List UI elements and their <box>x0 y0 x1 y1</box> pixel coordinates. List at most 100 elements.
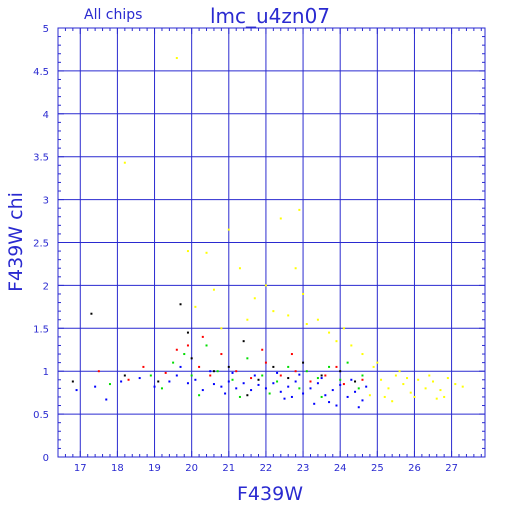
data-point <box>105 398 108 401</box>
data-point <box>354 380 357 383</box>
data-point <box>435 397 438 400</box>
data-point <box>309 380 312 383</box>
data-points <box>71 57 464 409</box>
data-point <box>272 310 275 313</box>
data-point <box>175 374 178 377</box>
data-point <box>283 397 286 400</box>
data-point <box>413 395 416 398</box>
data-point <box>302 361 305 364</box>
data-point <box>290 353 293 356</box>
x-tick-label: 25 <box>371 463 384 474</box>
data-point <box>376 361 379 364</box>
data-point <box>157 380 160 383</box>
data-point <box>209 370 212 373</box>
data-point <box>309 387 312 390</box>
data-point <box>186 250 189 253</box>
data-point <box>250 389 253 392</box>
data-point <box>350 378 353 381</box>
data-point <box>216 370 219 373</box>
data-point <box>361 374 364 377</box>
data-point <box>305 323 308 326</box>
data-point <box>328 365 331 368</box>
y-tick-label: 1 <box>43 367 49 378</box>
data-point <box>380 378 383 381</box>
data-point <box>253 297 256 300</box>
data-point <box>320 374 323 377</box>
data-point <box>138 377 141 380</box>
data-point <box>361 353 364 356</box>
data-point <box>290 395 293 398</box>
y-tick-label: 3 <box>43 196 49 207</box>
data-point <box>394 374 397 377</box>
y-tick-label: 0 <box>43 453 49 464</box>
x-tick-label: 22 <box>260 463 273 474</box>
y-tick-label: 4 <box>43 110 49 121</box>
data-point <box>316 382 319 385</box>
data-point <box>194 378 197 381</box>
data-point <box>372 365 375 368</box>
data-point <box>264 387 267 390</box>
y-tick-label: 4.5 <box>33 67 49 78</box>
data-point <box>324 394 327 397</box>
data-point <box>294 267 297 270</box>
data-point <box>149 374 152 377</box>
data-point <box>328 401 331 404</box>
data-point <box>231 378 234 381</box>
data-point <box>320 395 323 398</box>
data-point <box>432 380 435 383</box>
data-point <box>287 377 290 380</box>
data-point <box>261 348 264 351</box>
data-point <box>287 365 290 368</box>
data-point <box>253 374 256 377</box>
data-point <box>316 377 319 380</box>
data-point <box>227 380 230 383</box>
y-tick-label: 3.5 <box>33 153 49 164</box>
x-tick-label: 23 <box>297 463 310 474</box>
data-point <box>212 288 215 291</box>
data-point <box>298 387 301 390</box>
x-tick-label: 20 <box>185 463 198 474</box>
data-point <box>313 402 316 405</box>
data-point <box>246 318 249 321</box>
data-point <box>250 377 253 380</box>
data-point <box>123 161 126 164</box>
data-point <box>264 284 267 287</box>
data-point <box>227 228 230 231</box>
data-point <box>94 385 97 388</box>
data-point <box>298 208 301 211</box>
data-point <box>175 348 178 351</box>
data-point <box>183 353 186 356</box>
data-point <box>212 383 215 386</box>
data-point <box>172 361 175 364</box>
data-point <box>220 327 223 330</box>
data-point <box>276 371 279 374</box>
x-tick-label: 27 <box>445 463 458 474</box>
data-point <box>316 318 319 321</box>
x-tick-label: 21 <box>222 463 235 474</box>
data-point <box>227 365 230 368</box>
data-point <box>186 344 189 347</box>
data-point <box>443 395 446 398</box>
data-point <box>335 365 338 368</box>
y-tick-label: 0.5 <box>33 410 49 421</box>
y-axis-ticks: 0 0.5 1 1.5 2 2.5 3 3.5 4 4.5 5 <box>33 24 485 464</box>
x-tick-label: 26 <box>408 463 421 474</box>
data-point <box>342 383 345 386</box>
chart-title: lmc_u4zn07 <box>210 4 330 28</box>
data-point <box>242 340 245 343</box>
data-point <box>235 370 238 373</box>
data-point <box>461 385 464 388</box>
x-axis-label: F439W <box>237 483 303 505</box>
data-point <box>190 357 193 360</box>
data-point <box>320 377 323 380</box>
data-point <box>424 387 427 390</box>
data-point <box>186 382 189 385</box>
data-point <box>439 389 442 392</box>
data-point <box>127 378 130 381</box>
y-tick-label: 1.5 <box>33 324 49 335</box>
data-point <box>212 370 215 373</box>
data-point <box>383 395 386 398</box>
data-point <box>268 392 271 395</box>
data-point <box>279 374 282 377</box>
data-point <box>331 389 334 392</box>
